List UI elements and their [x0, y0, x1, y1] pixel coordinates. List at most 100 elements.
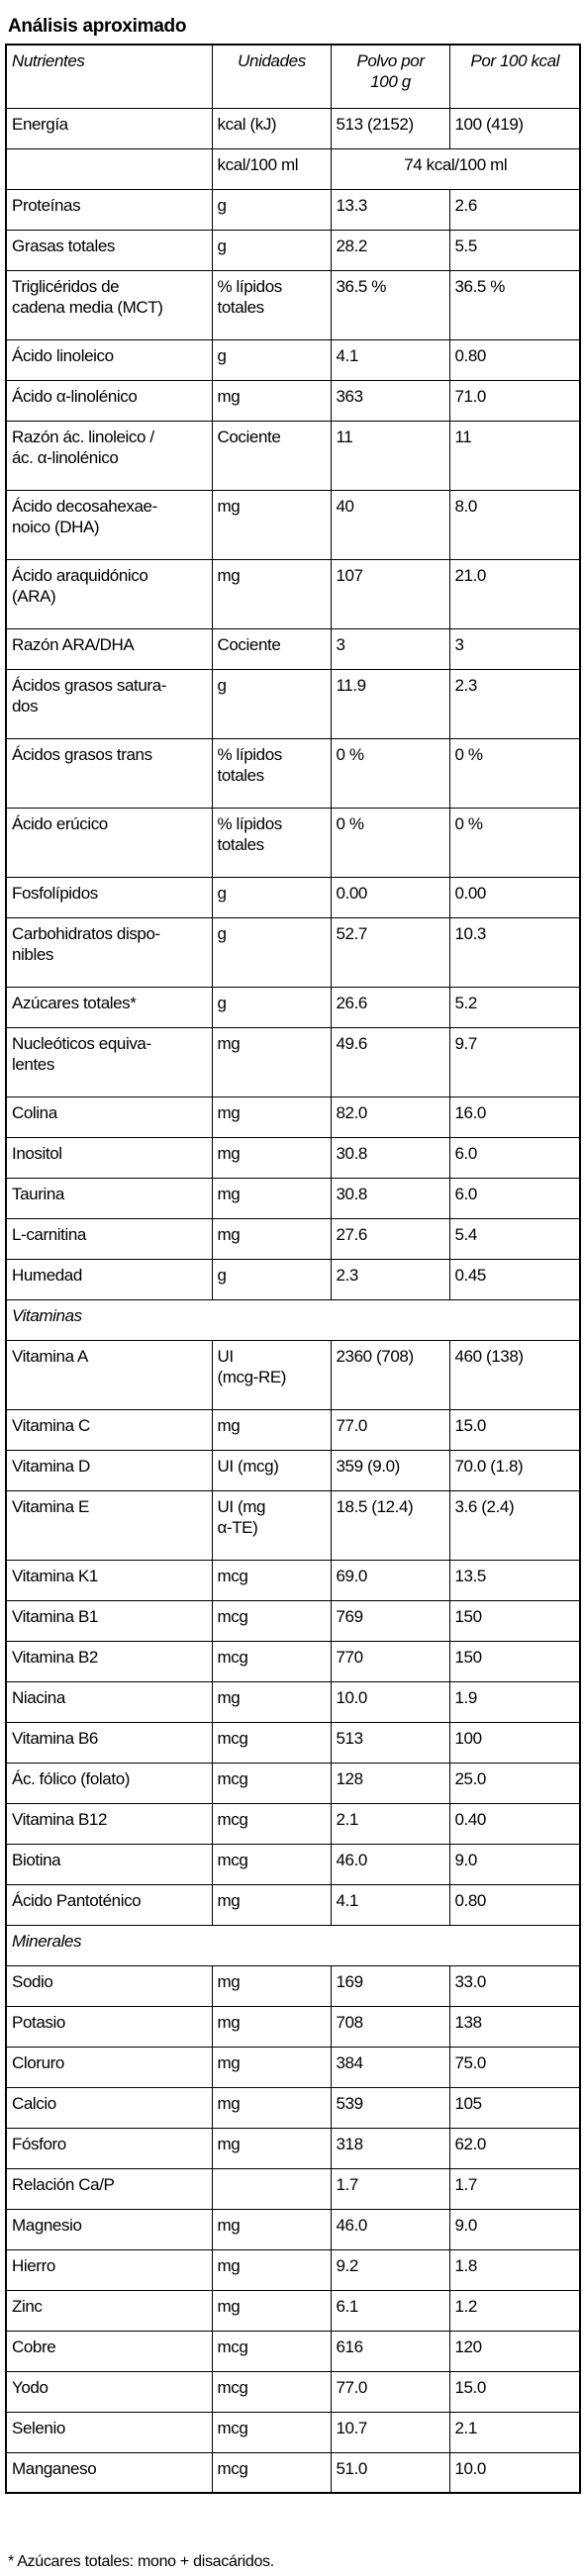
table-cell: Azúcares totales*: [5, 986, 213, 1028]
table-row: Vitamina A UI (mcg-RE) 2360 (708) 460 (138): [5, 1339, 581, 1410]
table-row: Selenio mcg 10.7 2.1: [5, 2411, 581, 2453]
table-cell: Fosfolípidos: [5, 876, 213, 918]
table-cell: 363: [330, 379, 450, 422]
table-cell: 1.2: [448, 2289, 581, 2332]
table-cell: mg: [211, 1883, 332, 1926]
table-cell: 513 (2152): [330, 107, 450, 149]
table-cell: Carbohidratos dispo- nibles: [5, 916, 213, 988]
table-cell: mcg: [211, 1559, 332, 1601]
table-cell: UI (mcg-RE): [211, 1339, 332, 1410]
table-cell: 18.5 (12.4): [330, 1489, 450, 1561]
table-cell: 5.2: [448, 986, 581, 1028]
table-cell: 74 kcal/100 ml: [330, 147, 581, 190]
table-row: Carbohidratos dispo- nibles g 52.7 10.3: [5, 916, 581, 988]
table-cell: 9.0: [448, 2208, 581, 2250]
table-row: Vitamina D UI (mcg) 359 (9.0) 70.0 (1.8): [5, 1449, 581, 1491]
table-cell: 6.0: [448, 1177, 581, 1219]
table-cell: Nucleóticos equiva- lentes: [5, 1026, 213, 1097]
table-cell: mg: [211, 1408, 332, 1451]
table-cell: 46.0: [330, 2208, 450, 2250]
table-cell: 13.3: [330, 188, 450, 231]
header-cell: Unidades: [211, 44, 332, 109]
table-row: Zinc mg 6.1 1.2: [5, 2289, 581, 2332]
table-cell: 2.1: [330, 1802, 450, 1845]
table-cell: Razón ác. linoleico / ác. α-linolénico: [5, 420, 213, 491]
table-cell: 107: [330, 558, 450, 629]
table-cell: mg: [211, 558, 332, 629]
table-cell: 150: [448, 1640, 581, 1682]
table-cell: 21.0: [448, 558, 581, 629]
table-cell: mg: [211, 2289, 332, 2332]
table-cell: mg: [211, 379, 332, 422]
table-cell: 51.0: [330, 2451, 450, 2494]
table-cell: Relación Ca/P: [5, 2167, 213, 2210]
table-cell: 120: [448, 2330, 581, 2372]
table-cell: Inositol: [5, 1136, 213, 1179]
table-cell: 384: [330, 2046, 450, 2088]
table-cell: 616: [330, 2330, 450, 2372]
table-cell: 0.00: [448, 876, 581, 918]
table-cell: mg: [211, 2086, 332, 2129]
table-cell: 70.0 (1.8): [448, 1449, 581, 1491]
table-cell: g: [211, 188, 332, 231]
table-cell: mg: [211, 1026, 332, 1097]
table-row: Ác. fólico (folato) mcg 128 25.0: [5, 1762, 581, 1804]
table-cell: 2.3: [448, 668, 581, 739]
table-cell: 0.40: [448, 1802, 581, 1845]
table-cell: 0.00: [330, 876, 450, 918]
table-cell: Niacina: [5, 1680, 213, 1723]
table-cell: 1.7: [330, 2167, 450, 2210]
table-row: Ácido araquidónico (ARA) mg 107 21.0: [5, 558, 581, 629]
table-cell: Magnesio: [5, 2208, 213, 2250]
table-cell: mcg: [211, 1843, 332, 1885]
table-cell: 10.7: [330, 2411, 450, 2453]
table-cell: 10.3: [448, 916, 581, 988]
table-row: Ácido decosahexae- noico (DHA) mg 40 8.0: [5, 489, 581, 560]
table-cell: 150: [448, 1599, 581, 1642]
table-cell: 318: [330, 2127, 450, 2169]
table-cell: g: [211, 1258, 332, 1300]
table-cell: 26.6: [330, 986, 450, 1028]
table-cell: mg: [211, 1177, 332, 1219]
table-row: Vitamina B1 mcg 769 150: [5, 1599, 581, 1642]
table-cell: 36.5 %: [448, 269, 581, 340]
table-cell: mg: [211, 1096, 332, 1138]
table-cell: 1.8: [448, 2248, 581, 2291]
table-cell: % lípidos totales: [211, 269, 332, 340]
table-cell: UI (mcg): [211, 1449, 332, 1491]
table-cell: 3: [448, 627, 581, 670]
table-cell: 770: [330, 1640, 450, 1682]
table-cell: g: [211, 338, 332, 381]
table-cell: 10.0: [448, 2451, 581, 2494]
table-cell: mg: [211, 1217, 332, 1260]
table-cell: g: [211, 986, 332, 1028]
table-cell: Grasas totales: [5, 229, 213, 271]
table-cell: Vitamina B1: [5, 1599, 213, 1642]
table-row: Relación Ca/P 1.7 1.7: [5, 2167, 581, 2210]
table-row: Ácido linoleico g 4.1 0.80: [5, 338, 581, 381]
table-row: Ácidos grasos satura- dos g 11.9 2.3: [5, 668, 581, 739]
table-title: Análisis aproximado: [8, 16, 187, 37]
table-row: Nucleóticos equiva- lentes mg 49.6 9.7: [5, 1026, 581, 1097]
table-row: Razón ác. linoleico / ác. α-linolénico Co…: [5, 420, 581, 491]
table-row: Humedad g 2.3 0.45: [5, 1258, 581, 1300]
table-row: Manganeso mcg 51.0 10.0: [5, 2451, 581, 2494]
table-row: Vitaminas: [5, 1298, 581, 1341]
table-cell: Ácido decosahexae- noico (DHA): [5, 489, 213, 560]
table-cell: 1.9: [448, 1680, 581, 1723]
table-cell: Selenio: [5, 2411, 213, 2453]
table-cell: Manganeso: [5, 2451, 213, 2494]
table-cell: Vitamina A: [5, 1339, 213, 1410]
table-cell: 30.8: [330, 1136, 450, 1179]
table-cell: Cociente: [211, 420, 332, 491]
table-row: Magnesio mg 46.0 9.0: [5, 2208, 581, 2250]
table-cell: 25.0: [448, 1762, 581, 1804]
table-cell: mcg: [211, 2330, 332, 2372]
table-row: Fósforo mg 318 62.0: [5, 2127, 581, 2169]
table-cell: 6.1: [330, 2289, 450, 2332]
table-cell: kcal/100 ml: [211, 147, 332, 190]
table-cell: 16.0: [448, 1096, 581, 1138]
table-cell: Ácidos grasos trans: [5, 737, 213, 809]
table-row: Ácido α-linolénico mg 363 71.0: [5, 379, 581, 422]
table-cell: Vitamina D: [5, 1449, 213, 1491]
